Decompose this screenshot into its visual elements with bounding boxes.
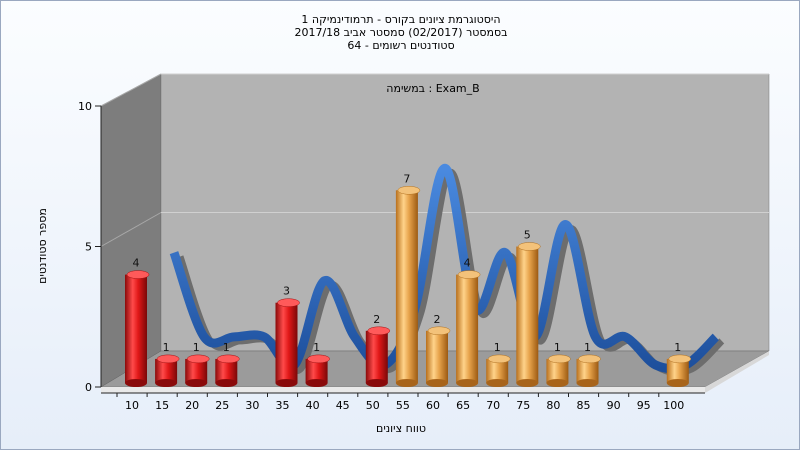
x-tick-label: 70 (486, 399, 500, 412)
y-tick-label: 10 (78, 100, 92, 113)
x-tick-label: 45 (336, 399, 350, 412)
x-tick-label: 65 (456, 399, 470, 412)
bar-55: 7 (395, 172, 421, 387)
data-label: 1 (494, 341, 501, 354)
y-tick-label: 0 (85, 381, 92, 394)
x-tick-label: 40 (306, 399, 320, 412)
gridline-side (100, 212, 162, 247)
x-tick-label: 25 (215, 399, 229, 412)
chart-subtitle-semester: בסמסטר (02/2017) סמסטר אביב 2017/18 (294, 26, 508, 39)
x-tick-label: 95 (637, 399, 651, 412)
bar-85: 1 (576, 341, 601, 387)
x-tick-label: 90 (607, 399, 621, 412)
task-annotation: במשימה : Exam_B (386, 82, 479, 95)
bar-80: 1 (546, 341, 571, 387)
x-tick-label: 15 (155, 399, 169, 412)
x-tick-label: 75 (516, 399, 530, 412)
bar-20: 1 (185, 341, 210, 387)
x-tick-label: 10 (125, 399, 139, 412)
bar-10: 4 (125, 257, 150, 387)
data-label: 1 (313, 341, 320, 354)
data-label: 5 (524, 229, 531, 242)
data-label: 2 (434, 313, 441, 326)
bar-100: 1 (666, 341, 692, 387)
bar-70: 1 (486, 341, 511, 387)
bar-25: 1 (215, 341, 240, 387)
floor-edge (705, 351, 769, 393)
bar-60: 2 (426, 313, 451, 387)
x-tick-label: 30 (245, 399, 259, 412)
bar-40: 1 (305, 341, 330, 387)
chart-title: היסטוגרמת ציונים בקורס - תרמודינמיקה 1 (301, 13, 501, 26)
data-label: 1 (554, 341, 561, 354)
bar-35: 3 (275, 285, 300, 387)
x-axis-label: טווח ציונים (376, 422, 426, 435)
x-tick-label: 100 (663, 399, 684, 412)
ribbon-line (169, 163, 719, 374)
data-label: 7 (403, 172, 410, 185)
bar-75: 5 (516, 229, 541, 387)
data-label: 2 (373, 313, 380, 326)
x-tick-label: 60 (426, 399, 440, 412)
floor-front-edge (101, 387, 705, 393)
bar-15: 1 (155, 341, 180, 387)
data-label: 1 (674, 341, 681, 354)
x-tick-label: 20 (185, 399, 199, 412)
x-tick-label: 85 (577, 399, 591, 412)
data-label: 4 (133, 257, 140, 270)
x-tick-label: 80 (546, 399, 560, 412)
gridline-side (100, 73, 162, 107)
bar-50: 2 (365, 313, 391, 387)
x-tick-label: 55 (396, 399, 410, 412)
data-label: 1 (163, 341, 170, 354)
data-label: 1 (584, 341, 591, 354)
data-label: 3 (283, 285, 290, 298)
chart-subtitle-students: סטודנטים רשומים - 64 (347, 39, 455, 52)
y-axis-label: מספר סטודנטים (36, 208, 49, 284)
data-label: 4 (464, 257, 471, 270)
x-tick-label: 50 (366, 399, 380, 412)
x-tick-label: 35 (276, 399, 290, 412)
bar-65: 4 (456, 257, 481, 387)
data-label: 1 (193, 341, 200, 354)
y-tick-label: 5 (85, 241, 92, 254)
data-label: 1 (223, 341, 230, 354)
